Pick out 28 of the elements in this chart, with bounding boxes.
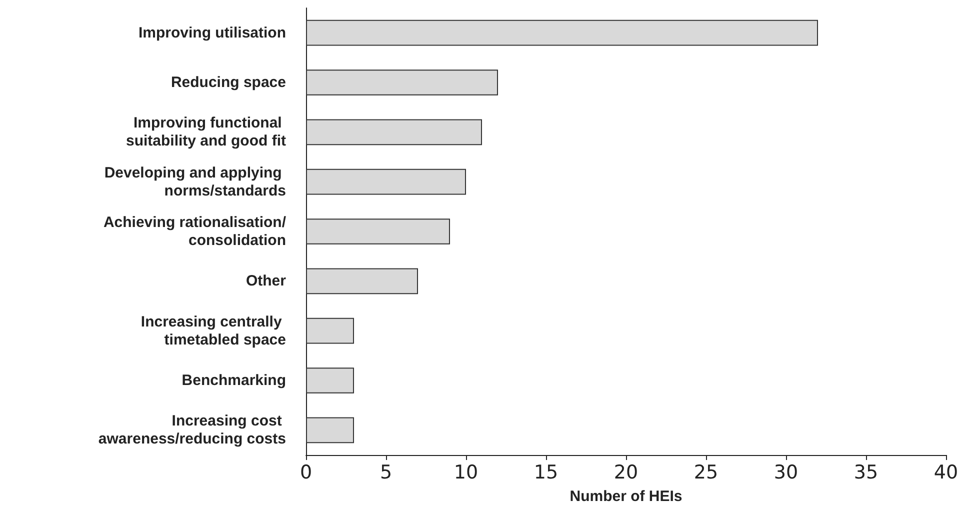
x-tick-label: 25 [694,462,718,484]
y-tick-label: Increasing cost awareness/reducing costs [98,412,286,448]
x-axis-title: Number of HEIs [570,488,682,505]
y-tick-label: Improving utilisation [138,24,286,42]
bar [306,318,354,344]
y-tick-label: Other [246,272,286,290]
x-tick-label: 20 [614,462,638,484]
bar [306,70,498,96]
bar [306,417,354,444]
y-tick-label: Increasing centrally timetabled space [140,313,286,348]
bar [306,218,450,244]
x-tick-label: 35 [854,462,878,484]
bar [306,168,466,195]
y-tick-label: Reducing space [170,74,286,91]
x-tick-label: 5 [380,462,392,484]
x-tick-label: 10 [454,462,478,484]
x-tick-label: 15 [534,462,558,484]
y-tick-label: Benchmarking [182,372,286,389]
x-tick-label: 40 [934,462,958,484]
bar [306,368,354,394]
bar [306,20,818,46]
x-tick-label: 30 [774,462,798,484]
y-tick-label: Improving functional suitability and good fit [126,114,286,150]
bar [306,268,418,294]
bar [306,119,482,146]
y-tick-label: Achieving rationalisation/consolidation [103,214,287,249]
x-tick-label: 0 [300,462,312,484]
y-tick-label: Developing and applying norms/standards [104,164,286,200]
